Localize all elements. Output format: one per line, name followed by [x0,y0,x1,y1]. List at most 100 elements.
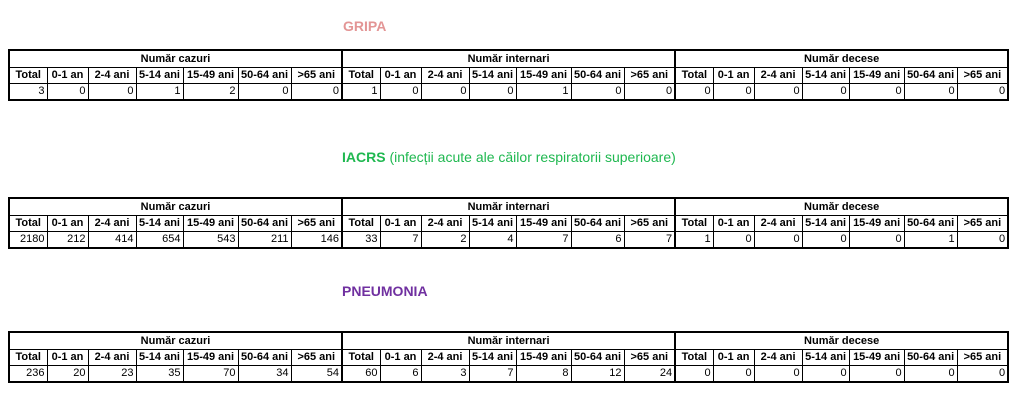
age-header: 0-1 an [712,67,755,84]
age-header: >65 ani [956,215,1009,232]
value-cell: 0 [801,83,850,101]
age-header: 5-14 ani [468,67,517,84]
age-header: 0-1 an [379,67,422,84]
value-cell: 7 [515,231,572,249]
value-cell: 8 [515,365,572,383]
section-title: GRIPA [343,18,386,34]
age-header: 15-49 ani [182,349,239,366]
table-row: 236 20 23 35 70 34 54 60 6 3 7 8 12 24 0 0 0 0 0 0 0 [8,365,1009,383]
value-cell: 0 [46,83,89,101]
age-header: 50-64 ani [903,349,958,366]
value-cell: 0 [712,83,755,101]
value-cell: 0 [674,365,714,383]
value-cell: 3 [420,365,470,383]
age-header: >65 ani [623,349,676,366]
age-header: 0-1 an [379,349,422,366]
age-header: 15-49 ani [182,215,239,232]
section-title-bold: PNEUMONIA [342,283,428,299]
value-cell: 3 [8,83,48,101]
age-header: 2-4 ani [87,215,137,232]
group-header-row: Număr cazuri Număr internari Număr decese [7,49,1009,68]
age-header: Total [8,349,48,366]
age-header: 5-14 ani [135,67,184,84]
value-cell: 211 [237,231,292,249]
value-cell: 0 [623,83,676,101]
age-header: 50-64 ani [570,349,625,366]
value-cell: 7 [468,365,517,383]
value-cell: 146 [290,231,343,249]
age-header: 15-49 ani [848,67,905,84]
value-cell: 0 [903,365,958,383]
value-cell: 1 [674,231,714,249]
age-header: 2-4 ani [420,349,470,366]
value-cell: 0 [753,231,803,249]
age-header: 15-49 ani [515,67,572,84]
group-header: Număr decese [674,197,1009,216]
value-cell: 1 [515,83,572,101]
value-cell: 34 [237,365,292,383]
value-cell: 35 [135,365,184,383]
value-cell: 0 [237,83,292,101]
age-header: 50-64 ani [237,67,292,84]
age-header: >65 ani [623,67,676,84]
value-cell: 0 [379,83,422,101]
value-cell: 20 [46,365,89,383]
value-cell: 0 [903,83,958,101]
value-cell: 2180 [8,231,48,249]
age-header: 5-14 ani [801,67,850,84]
age-header: >65 ani [956,349,1009,366]
age-header: 0-1 an [712,349,755,366]
age-header: 50-64 ani [570,67,625,84]
value-cell: 414 [87,231,137,249]
age-header-row: Total 0-1 an 2-4 ani 5-14 ani 15-49 ani 50-64… [8,215,1009,232]
value-cell: 0 [712,365,755,383]
group-header: Număr cazuri [7,331,343,350]
age-header: Total [341,67,381,84]
age-header: 5-14 ani [135,349,184,366]
age-header: Total [8,67,48,84]
value-cell: 0 [801,231,850,249]
section-title: IACRS (infecții acute ale căilor respira… [342,149,676,165]
value-cell: 0 [570,83,625,101]
value-cell: 0 [712,231,755,249]
age-header: >65 ani [623,215,676,232]
table-row: 2180 212 414 654 543 211 146 33 7 2 4 7 6 7 1 0 0 0 0 1 0 [8,231,1009,249]
age-header: 50-64 ani [237,215,292,232]
age-header: 15-49 ani [848,215,905,232]
value-cell: 0 [848,365,905,383]
age-header: 2-4 ani [420,67,470,84]
value-cell: 0 [956,231,1009,249]
age-header: Total [341,349,381,366]
value-cell: 0 [674,83,714,101]
age-header: 0-1 an [712,215,755,232]
value-cell: 24 [623,365,676,383]
value-cell: 6 [570,231,625,249]
group-header: Număr internari [341,197,676,216]
age-header: 5-14 ani [801,349,850,366]
value-cell: 12 [570,365,625,383]
value-cell: 0 [87,83,137,101]
group-header-row: Număr cazuri Număr internari Număr decese [7,197,1009,216]
value-cell: 0 [753,83,803,101]
age-header: 50-64 ani [903,215,958,232]
value-cell: 0 [468,83,517,101]
age-header: 15-49 ani [515,349,572,366]
age-header: Total [674,67,714,84]
age-header: 15-49 ani [515,215,572,232]
group-header: Număr decese [674,331,1009,350]
value-cell: 4 [468,231,517,249]
value-cell: 236 [8,365,48,383]
value-cell: 212 [46,231,89,249]
age-header: 50-64 ani [237,349,292,366]
age-header: 0-1 an [379,215,422,232]
section-title-description: (infecții acute ale căilor respiratorii … [385,149,676,165]
age-header: >65 ani [290,67,343,84]
age-header: 5-14 ani [468,349,517,366]
value-cell: 2 [182,83,239,101]
value-cell: 1 [341,83,381,101]
age-header: 5-14 ani [468,215,517,232]
age-header: 5-14 ani [135,215,184,232]
age-header: 50-64 ani [570,215,625,232]
value-cell: 2 [420,231,470,249]
value-cell: 0 [801,365,850,383]
